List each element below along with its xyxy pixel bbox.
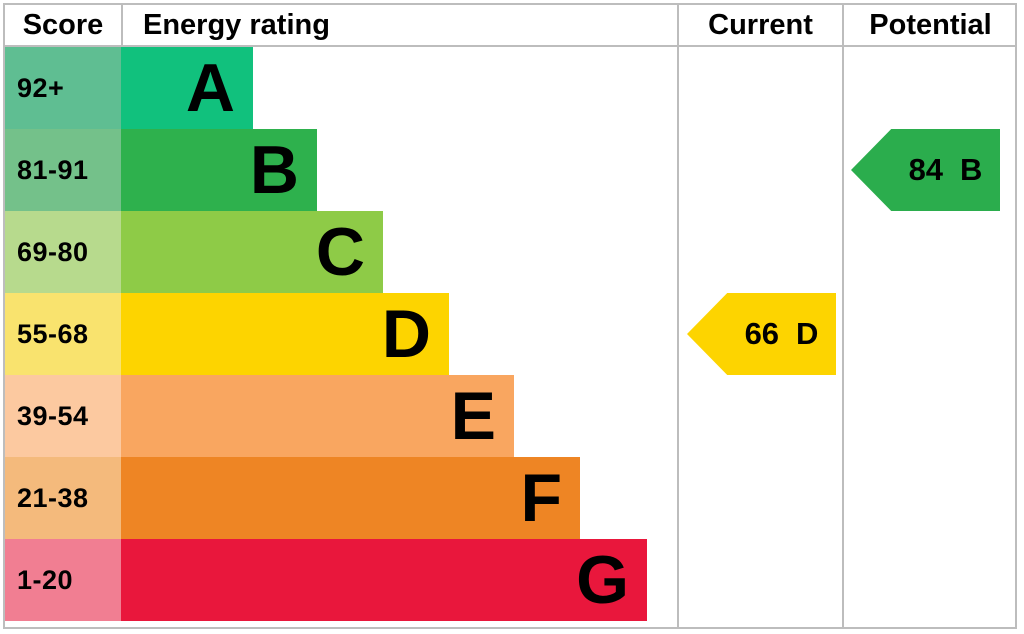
band-score-range: 92+ (5, 47, 121, 129)
band-row-c: 69-80 C (5, 211, 383, 293)
energy-rating-column-header: Energy rating (143, 9, 330, 41)
current-rating-value: 66 (744, 316, 780, 351)
band-score-range: 21-38 (5, 457, 121, 539)
potential-column-header: Potential (869, 9, 992, 41)
band-score-range: 39-54 (5, 375, 121, 457)
band-bar: A (121, 47, 253, 129)
potential-rating-value: 84 (908, 152, 944, 187)
band-score-range: 55-68 (5, 293, 121, 375)
band-row-a: 92+ A (5, 47, 253, 129)
band-bar: G (121, 539, 647, 621)
header-divider-line (3, 45, 1017, 47)
band-bar: D (121, 293, 449, 375)
band-bar: E (121, 375, 514, 457)
potential-column-divider-line (842, 3, 844, 629)
score-column-divider-line (121, 3, 123, 47)
band-score-range: 69-80 (5, 211, 121, 293)
band-bar: F (121, 457, 580, 539)
band-row-e: 39-54 E (5, 375, 514, 457)
current-column-divider-line (677, 3, 679, 629)
chart-frame (3, 3, 1017, 629)
band-row-b: 81-91 B (5, 129, 317, 211)
band-score-range: 81-91 (5, 129, 121, 211)
band-score-range: 1-20 (5, 539, 121, 621)
band-row-d: 55-68 D (5, 293, 449, 375)
potential-rating-letter: B (960, 152, 983, 187)
current-rating-letter: D (796, 316, 819, 351)
band-bar: B (121, 129, 317, 211)
band-row-f: 21-38 F (5, 457, 580, 539)
band-bar: C (121, 211, 383, 293)
current-column-header: Current (708, 9, 813, 41)
band-row-g: 1-20 G (5, 539, 647, 621)
score-column-header: Score (22, 9, 104, 41)
